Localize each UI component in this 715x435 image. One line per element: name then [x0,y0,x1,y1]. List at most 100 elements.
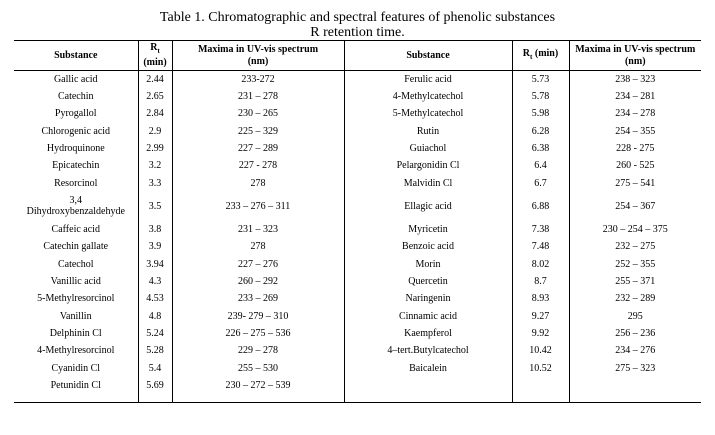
substance-cell: Vanillic acid [50,276,101,288]
maxima-cell: 238 – 323 [568,70,701,88]
substance-cell: Hydroquinone [46,143,105,155]
table-row: 3,4 Dihydroxybenzaldehyde 3.5 233 – 276 – 3… [14,191,701,221]
table-row: Chlorogenic acid 2.9 225 – 329 Rutin 6.28 254… [14,122,701,140]
maxima-cell: 255 – 530 [171,359,344,377]
table-row: Catechin gallate 3.9 278 Benzoic acid 7.48 23… [14,238,701,256]
retention-time-cell: 6.4 [511,157,569,175]
retention-time-cell: 8.7 [511,272,569,291]
retention-time-cell: 6.38 [511,139,569,158]
retention-time-cell: 7.38 [511,220,569,239]
substance-cell: Benzoic acid [343,238,512,256]
maxima-cell: 254 – 355 [568,122,701,140]
maxima-cell: 278 [171,238,344,256]
maxima-cell: 226 – 275 – 536 [171,324,344,343]
maxima-cell: 295 [568,307,701,325]
substance-cell: Resorcinol [54,177,98,189]
substance-cell: Cyanidin Cl [51,362,101,374]
table-row: Hydroquinone 2.99 227 – 289 Guiachol 6.38 228… [14,139,701,158]
retention-time-cell: 5.98 [511,105,569,123]
maxima-cell: 255 – 371 [568,272,701,291]
retention-time-cell: 7.48 [511,238,569,256]
substance-cell [343,377,512,403]
table-row: 5-Methylresorcinol 4.53 233 – 269 Naringeni… [14,290,701,308]
maxima-cell: 256 – 236 [568,324,701,343]
maxima-cell: 231 – 323 [171,220,344,239]
retention-time-cell: 3.3 [137,174,172,192]
substance-cell: 4-Methylresorcinol [37,345,115,357]
retention-time-cell: 9.92 [511,324,569,343]
substance-cell: Malvidin Cl [343,174,512,192]
maxima-cell: 254 – 367 [568,191,701,221]
header-row: Substance Rt (min) Maxima in UV-vis spect… [14,40,701,71]
substance-cell: Vanillin [59,310,92,322]
substance-cell: Kaempferol [343,324,512,343]
substance-cell: Naringenin [343,290,512,308]
substance-cell: Pelargonidin Cl [343,157,512,175]
retention-time-cell: 3.94 [137,255,172,273]
retention-time-cell: 5.24 [137,324,172,343]
table-row: Catechin 2.65 231 – 278 4-Methylcatechol 5.7… [14,87,701,106]
table-row: Catechol 3.94 227 – 276 Morin 8.02 252 – 355 [14,255,701,273]
substance-cell: Baicalein [343,359,512,377]
maxima-cell: 260 - 525 [568,157,701,175]
retention-time-cell: 4.3 [137,272,172,291]
maxima-cell: 228 - 275 [568,139,701,158]
maxima-cell: 229 – 278 [171,342,344,360]
substance-cell: Myricetin [343,220,512,239]
table-caption: Table 1. Chromatographic and spectral fe… [159,10,556,25]
table-row: Epicatechin 3.2 227 - 278 Pelargonidin Cl 6.… [14,157,701,175]
maxima-cell: 233-272 [171,70,344,88]
table-row: 4-Methylresorcinol 5.28 229 – 278 4–tert.Bu… [14,342,701,360]
retention-time-cell: 3.5 [137,191,172,221]
table-row: Cyanidin Cl 5.4 255 – 530 Baicalein 10.52 275… [14,359,701,377]
maxima-cell: 227 – 289 [171,139,344,158]
retention-time-cell: 6.88 [511,191,569,221]
substance-cell: Guiachol [343,139,512,158]
substance-cell: Ellagic acid [343,191,512,221]
substance-cell: Epicatechin [52,160,100,172]
table-row: Petunidin Cl 5.69 230 – 272 – 539 [14,377,701,403]
retention-time-cell: 6.28 [511,122,569,140]
retention-time-cell: 8.02 [511,255,569,273]
maxima-cell: 230 – 272 – 539 [171,377,344,403]
maxima-cell: 260 – 292 [171,272,344,291]
header-substance: Substance [14,40,138,71]
retention-time-cell: 8.93 [511,290,569,308]
maxima-cell: 230 – 265 [171,105,344,123]
substance-cell: Catechol [57,258,94,270]
retention-time-cell: 6.7 [511,174,569,192]
substance-cell: 5-Methylresorcinol [37,293,115,305]
maxima-cell: 234 – 281 [568,87,701,106]
retention-time-cell: 2.44 [137,70,172,88]
maxima-cell: 275 – 541 [568,174,701,192]
table-row: Vanillic acid 4.3 260 – 292 Quercetin 8.7 255… [14,272,701,291]
retention-time-cell: 2.65 [137,87,172,106]
retention-time-cell: 5.28 [137,342,172,360]
phenolic-substances-table: Substance Rt (min) Maxima in UV-vis spect… [14,40,701,403]
substance-cell: Rutin [343,122,512,140]
table-row: Caffeic acid 3.8 231 – 323 Myricetin 7.38 230… [14,220,701,239]
table-row: Gallic acid 2.44 233-272 Ferulic acid 5.73 23… [14,70,701,88]
retention-time-cell: 10.52 [511,359,569,377]
retention-time-cell: 2.99 [137,139,172,158]
substance-cell: Pyrogallol [54,108,97,120]
maxima-cell: 232 – 289 [568,290,701,308]
substance-cell: Gallic acid [53,73,98,85]
maxima-cell: 230 – 254 – 375 [568,220,701,239]
maxima-cell: 227 - 278 [171,157,344,175]
retention-time-cell: 5.73 [511,70,569,88]
header-substance: Substance [343,40,512,71]
maxima-cell: 233 – 269 [171,290,344,308]
substance-cell: Catechin [57,91,94,103]
maxima-cell: 234 – 278 [568,105,701,123]
maxima-cell: 252 – 355 [568,255,701,273]
maxima-cell: 278 [171,174,344,192]
table-row: Pyrogallol 2.84 230 – 265 5-Methylcatechol 5… [14,105,701,123]
table-row: Delphinin Cl 5.24 226 – 275 – 536 Kaempfero… [14,324,701,343]
substance-cell: 4-Methylcatechol [343,87,512,106]
substance-cell: Caffeic acid [51,224,100,236]
retention-time-cell: 5.78 [511,87,569,106]
table-row: Vanillin 4.8 239- 279 – 310 Cinnamic acid 9.… [14,307,701,325]
maxima-cell: 225 – 329 [171,122,344,140]
header-maxima: Maxima in UV-vis spectrum (nm) [568,40,701,71]
